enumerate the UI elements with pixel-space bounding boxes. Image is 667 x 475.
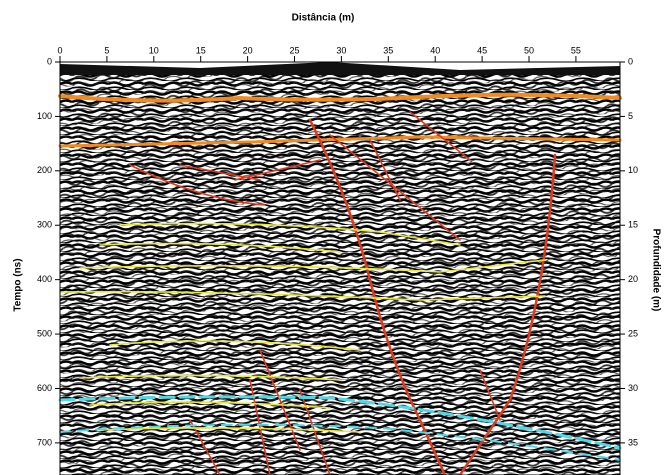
x-tick-label: 0 xyxy=(57,45,62,55)
x-tick-label: 25 xyxy=(289,45,299,55)
y-tick-label: 500 xyxy=(37,328,52,338)
x-tick-label: 15 xyxy=(196,45,206,55)
y2-tick-label: 0 xyxy=(628,56,633,66)
x-tick-label: 35 xyxy=(383,45,393,55)
y-tick-label: 200 xyxy=(37,165,52,175)
y2-tick-label: 15 xyxy=(628,220,638,230)
x-tick-label: 10 xyxy=(149,45,159,55)
radargram-image xyxy=(60,62,620,475)
chart: Distância (m) Tempo (ns) Profundidade (m… xyxy=(0,0,667,475)
x-tick-label: 5 xyxy=(104,45,109,55)
y-axis-label: Tempo (ns) xyxy=(13,258,24,311)
y-tick-label: 0 xyxy=(47,56,52,66)
y2-tick-label: 35 xyxy=(628,437,638,447)
x-tick-label: 50 xyxy=(524,45,534,55)
y2-tick-label: 5 xyxy=(628,111,633,121)
y2-tick-label: 20 xyxy=(628,274,638,284)
y-tick-label: 600 xyxy=(37,383,52,393)
x-tick-label: 40 xyxy=(430,45,440,55)
y2-tick-label: 25 xyxy=(628,328,638,338)
y2-tick-label: 10 xyxy=(628,165,638,175)
y2-axis-label: Profundidade (m) xyxy=(650,229,661,312)
y-tick-label: 100 xyxy=(37,111,52,121)
y2-tick-label: 30 xyxy=(628,383,638,393)
x-tick-label: 45 xyxy=(477,45,487,55)
x-tick-label: 30 xyxy=(336,45,346,55)
x-tick-label: 20 xyxy=(243,45,253,55)
y-tick-label: 300 xyxy=(37,220,52,230)
y-tick-label: 700 xyxy=(37,437,52,447)
x-axis-label: Distância (m) xyxy=(292,13,355,24)
x-tick-label: 55 xyxy=(571,45,581,55)
y-tick-label: 400 xyxy=(37,274,52,284)
